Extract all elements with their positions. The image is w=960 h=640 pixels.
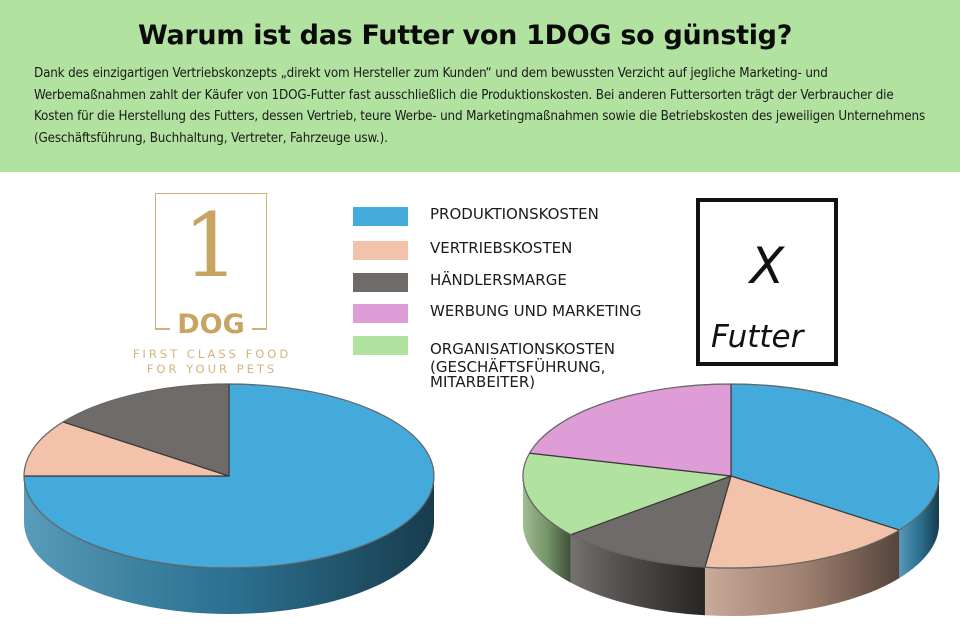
pie-rim bbox=[522, 383, 940, 569]
legend-swatch bbox=[353, 336, 408, 355]
intro-paragraph: Dank des einzigartigen Vertriebskonzepts… bbox=[34, 66, 926, 146]
pie-chart-x-futter bbox=[522, 383, 940, 616]
logo-tagline-line2: FOR YOUR PETS bbox=[146, 362, 278, 376]
logo-numeral: 1 bbox=[183, 194, 239, 297]
legend-label: ORGANISATIONSKOSTEN (GESCHÄFTSFÜHRUNG, M… bbox=[430, 340, 615, 391]
legend-swatch bbox=[353, 241, 408, 260]
pie-slice-vertriebskosten bbox=[23, 421, 230, 477]
pie-side-shading bbox=[24, 476, 434, 614]
logo-frame-bottom-left bbox=[155, 328, 170, 330]
pie-slice-vertriebskosten bbox=[704, 475, 900, 569]
logo-tagline: FIRST CLASS FOOD FOR YOUR PETS bbox=[122, 347, 302, 377]
pie-slice-händlersmarge bbox=[62, 383, 230, 477]
logo-frame-bottom-right bbox=[252, 328, 267, 330]
pie-rim bbox=[23, 383, 435, 569]
legend-label: WERBUNG UND MARKETING bbox=[430, 302, 642, 320]
legend-label-line: MITARBEITER) bbox=[430, 373, 536, 391]
pie-side-shading bbox=[570, 534, 705, 616]
page-title: Warum ist das Futter von 1DOG so günstig… bbox=[137, 20, 793, 51]
competitor-word: Futter bbox=[711, 319, 804, 355]
competitor-label-box: X Futter bbox=[696, 198, 838, 366]
pie-side-shading bbox=[899, 476, 939, 579]
legend-swatch bbox=[353, 273, 408, 292]
legend-label-line: ORGANISATIONSKOSTEN bbox=[430, 340, 615, 358]
logo-frame bbox=[155, 193, 267, 329]
legend-swatch bbox=[353, 207, 408, 226]
pie-side-shading bbox=[523, 476, 571, 583]
pie-slice-händlersmarge bbox=[570, 475, 732, 568]
pie-slice-produktionskosten bbox=[730, 383, 940, 531]
legend-swatch bbox=[353, 304, 408, 323]
logo-tagline-line1: FIRST CLASS FOOD bbox=[132, 347, 292, 361]
pie-slice-organisationskosten bbox=[522, 452, 732, 536]
competitor-letter: X bbox=[749, 237, 785, 295]
pie-slice-werbung bbox=[528, 383, 732, 477]
legend-label: PRODUKTIONSKOSTEN bbox=[430, 205, 599, 223]
logo-brand-name: DOG bbox=[177, 309, 245, 340]
legend-label: VERTRIEBSKOSTEN bbox=[430, 239, 573, 257]
legend-label-line: (GESCHÄFTSFÜHRUNG, bbox=[430, 358, 606, 376]
legend-label: HÄNDLERSMARGE bbox=[430, 271, 567, 289]
header-band bbox=[0, 0, 960, 172]
pie-chart-1dog bbox=[23, 383, 435, 614]
